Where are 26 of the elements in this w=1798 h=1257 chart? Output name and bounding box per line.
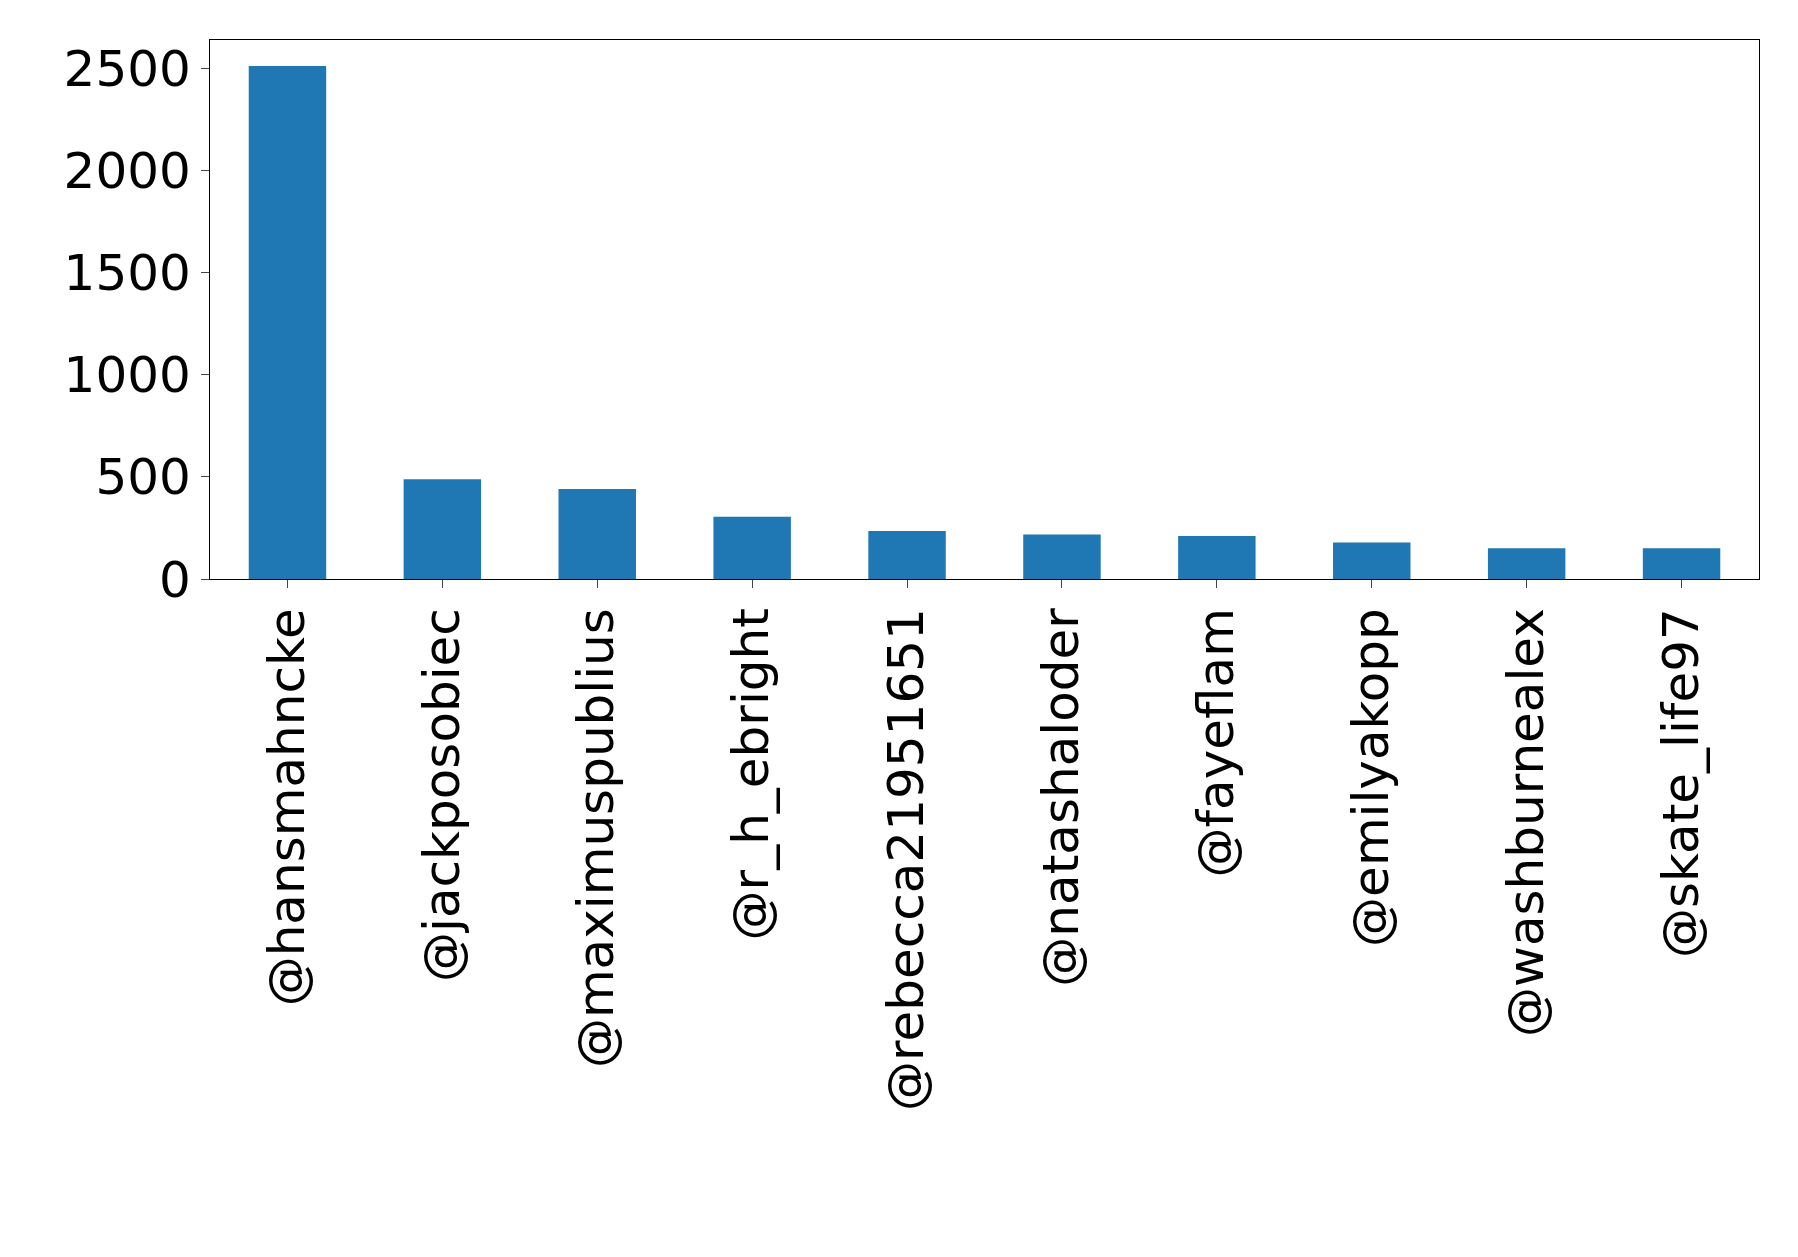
- bar: [1178, 535, 1256, 579]
- bar: [1023, 534, 1101, 579]
- x-tick-label: @hansmahncke: [257, 608, 316, 1007]
- x-tick-label: @skate_life97: [1651, 608, 1710, 959]
- y-tick-label: 0: [159, 550, 191, 609]
- bar: [868, 531, 946, 579]
- x-tick-label: @rebecca21951651: [877, 608, 936, 1111]
- y-tick-label: 1500: [63, 244, 191, 303]
- x-tick-label: @natashaloder: [1032, 607, 1091, 987]
- bar: [1487, 548, 1566, 579]
- bar: [1333, 542, 1411, 579]
- y-tick-label: 2000: [63, 142, 191, 201]
- bar: [403, 479, 482, 579]
- x-tick-label: @washburnealex: [1496, 608, 1555, 1037]
- y-tick-label: 2500: [63, 40, 191, 99]
- x-tick-label: @fayeflam: [1187, 608, 1246, 878]
- x-tick-label: @r_h_ebright: [722, 608, 781, 941]
- x-tick-label: @emilyakopp: [1342, 608, 1400, 947]
- x-tick-label: @maximuspublius: [567, 608, 626, 1069]
- x-tick-label: @jackposobiec: [412, 608, 471, 982]
- bar: [713, 516, 791, 579]
- bar: [1642, 548, 1721, 579]
- bar: [248, 65, 327, 579]
- bar: [558, 488, 636, 579]
- y-tick-label: 500: [95, 448, 191, 507]
- y-tick-label: 1000: [63, 346, 191, 405]
